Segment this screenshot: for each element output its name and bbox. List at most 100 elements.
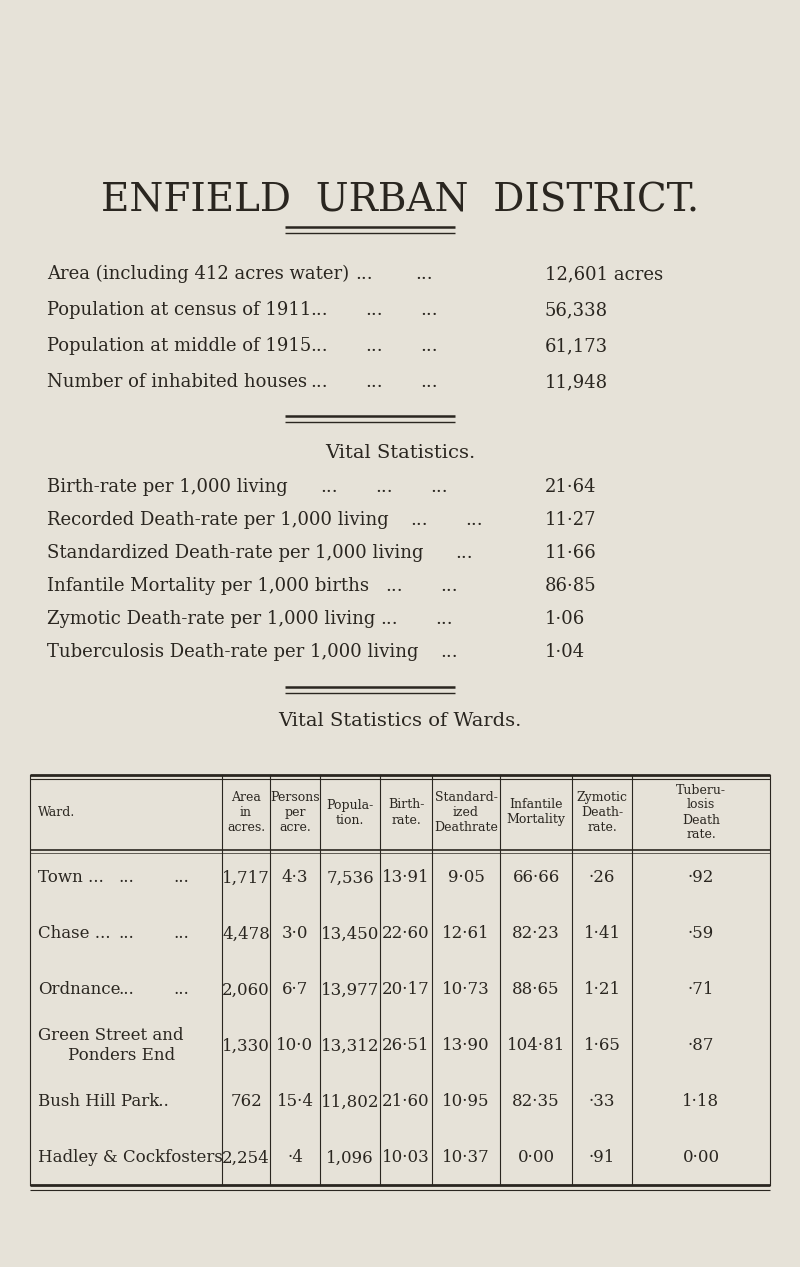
Text: Hadley & Cockfosters: Hadley & Cockfosters — [38, 1149, 223, 1167]
Text: Tuberu-
losis
Death
rate.: Tuberu- losis Death rate. — [676, 783, 726, 841]
Text: Ward.: Ward. — [38, 806, 75, 818]
Text: Infantile Mortality per 1,000 births: Infantile Mortality per 1,000 births — [47, 576, 369, 595]
Text: ...: ... — [310, 337, 328, 355]
Text: 1·21: 1·21 — [583, 982, 621, 998]
Text: 10·03: 10·03 — [382, 1149, 430, 1167]
Text: Number of inhabited houses: Number of inhabited houses — [47, 372, 307, 392]
Text: Tuberculosis Death-rate per 1,000 living: Tuberculosis Death-rate per 1,000 living — [47, 642, 418, 661]
Text: 13·90: 13·90 — [442, 1038, 490, 1054]
Text: Chase ...: Chase ... — [38, 925, 110, 943]
Text: ...: ... — [173, 925, 189, 943]
Text: ·91: ·91 — [589, 1149, 615, 1167]
Text: 11,802: 11,802 — [321, 1093, 379, 1110]
Text: ...: ... — [153, 1093, 169, 1110]
Text: 11,948: 11,948 — [545, 372, 608, 392]
Text: Bush Hill Park: Bush Hill Park — [38, 1093, 159, 1110]
Text: 11·27: 11·27 — [545, 511, 597, 530]
Text: ...: ... — [420, 302, 438, 319]
Text: ...: ... — [310, 372, 328, 392]
Text: 66·66: 66·66 — [512, 869, 560, 887]
Text: 13,450: 13,450 — [321, 925, 379, 943]
Text: 22·60: 22·60 — [382, 925, 430, 943]
Text: 88·65: 88·65 — [512, 982, 560, 998]
Text: Standardized Death-rate per 1,000 living: Standardized Death-rate per 1,000 living — [47, 544, 423, 563]
Text: ...: ... — [455, 544, 473, 563]
Text: 86·85: 86·85 — [545, 576, 597, 595]
Text: 1·65: 1·65 — [583, 1038, 621, 1054]
Text: 3·0: 3·0 — [282, 925, 308, 943]
Text: ·4: ·4 — [287, 1149, 303, 1167]
Text: ...: ... — [385, 576, 402, 595]
Text: ...: ... — [380, 609, 398, 628]
Text: 10·37: 10·37 — [442, 1149, 490, 1167]
Text: Birth-rate per 1,000 living: Birth-rate per 1,000 living — [47, 478, 288, 495]
Text: Persons
per
acre.: Persons per acre. — [270, 791, 320, 834]
Text: ...: ... — [365, 372, 382, 392]
Text: ·87: ·87 — [688, 1038, 714, 1054]
Text: Ponders End: Ponders End — [68, 1048, 175, 1064]
Text: 1·41: 1·41 — [583, 925, 621, 943]
Text: ...: ... — [173, 869, 189, 887]
Text: ·33: ·33 — [589, 1093, 615, 1110]
Text: 9·05: 9·05 — [447, 869, 485, 887]
Text: 7,536: 7,536 — [326, 869, 374, 887]
Text: Population at census of 1911: Population at census of 1911 — [47, 302, 311, 319]
Text: Infantile
Mortality: Infantile Mortality — [506, 798, 566, 826]
Text: ...: ... — [320, 478, 338, 495]
Text: 1,717: 1,717 — [222, 869, 270, 887]
Text: 0·00: 0·00 — [518, 1149, 554, 1167]
Text: 10·73: 10·73 — [442, 982, 490, 998]
Text: 762: 762 — [230, 1093, 262, 1110]
Text: ENFIELD  URBAN  DISTRICT.: ENFIELD URBAN DISTRICT. — [101, 182, 699, 220]
Text: ...: ... — [365, 337, 382, 355]
Text: ·59: ·59 — [688, 925, 714, 943]
Text: Green Street and: Green Street and — [38, 1028, 183, 1044]
Text: 4,478: 4,478 — [222, 925, 270, 943]
Text: 10·95: 10·95 — [442, 1093, 490, 1110]
Text: 82·35: 82·35 — [512, 1093, 560, 1110]
Text: ...: ... — [415, 265, 433, 283]
Text: Standard-
ized
Deathrate: Standard- ized Deathrate — [434, 791, 498, 834]
Text: 26·51: 26·51 — [382, 1038, 430, 1054]
Text: 21·64: 21·64 — [545, 478, 597, 495]
Text: ...: ... — [118, 982, 134, 998]
Text: 13,977: 13,977 — [321, 982, 379, 998]
Text: 20·17: 20·17 — [382, 982, 430, 998]
Text: 1·06: 1·06 — [545, 609, 586, 628]
Text: ...: ... — [355, 265, 373, 283]
Text: 4·3: 4·3 — [282, 869, 308, 887]
Text: Zymotic
Death-
rate.: Zymotic Death- rate. — [577, 791, 627, 834]
Text: ...: ... — [440, 576, 458, 595]
Text: 1·04: 1·04 — [545, 642, 585, 661]
Text: 56,338: 56,338 — [545, 302, 608, 319]
Text: ...: ... — [420, 372, 438, 392]
Text: Birth-
rate.: Birth- rate. — [388, 798, 424, 826]
Text: Recorded Death-rate per 1,000 living: Recorded Death-rate per 1,000 living — [47, 511, 389, 530]
Text: Vital Statistics of Wards.: Vital Statistics of Wards. — [278, 712, 522, 730]
Text: ...: ... — [118, 925, 134, 943]
Text: ...: ... — [420, 337, 438, 355]
Text: 104·81: 104·81 — [507, 1038, 565, 1054]
Text: 13·91: 13·91 — [382, 869, 430, 887]
Text: ...: ... — [435, 609, 453, 628]
Text: 1·18: 1·18 — [682, 1093, 719, 1110]
Text: 12·61: 12·61 — [442, 925, 490, 943]
Text: Town ...: Town ... — [38, 869, 104, 887]
Text: 2,060: 2,060 — [222, 982, 270, 998]
Text: 82·23: 82·23 — [512, 925, 560, 943]
Text: ·71: ·71 — [688, 982, 714, 998]
Text: 13,312: 13,312 — [321, 1038, 379, 1054]
Text: ...: ... — [365, 302, 382, 319]
Text: ...: ... — [410, 511, 428, 530]
Text: 15·4: 15·4 — [277, 1093, 314, 1110]
Text: Zymotic Death-rate per 1,000 living: Zymotic Death-rate per 1,000 living — [47, 609, 375, 628]
Text: Population at middle of 1915: Population at middle of 1915 — [47, 337, 311, 355]
Text: ·92: ·92 — [688, 869, 714, 887]
Text: ...: ... — [310, 302, 328, 319]
Text: ...: ... — [118, 869, 134, 887]
Text: 1,330: 1,330 — [222, 1038, 270, 1054]
Text: ...: ... — [430, 478, 448, 495]
Text: 6·7: 6·7 — [282, 982, 308, 998]
Text: Vital Statistics.: Vital Statistics. — [325, 443, 475, 462]
Text: ·26: ·26 — [589, 869, 615, 887]
